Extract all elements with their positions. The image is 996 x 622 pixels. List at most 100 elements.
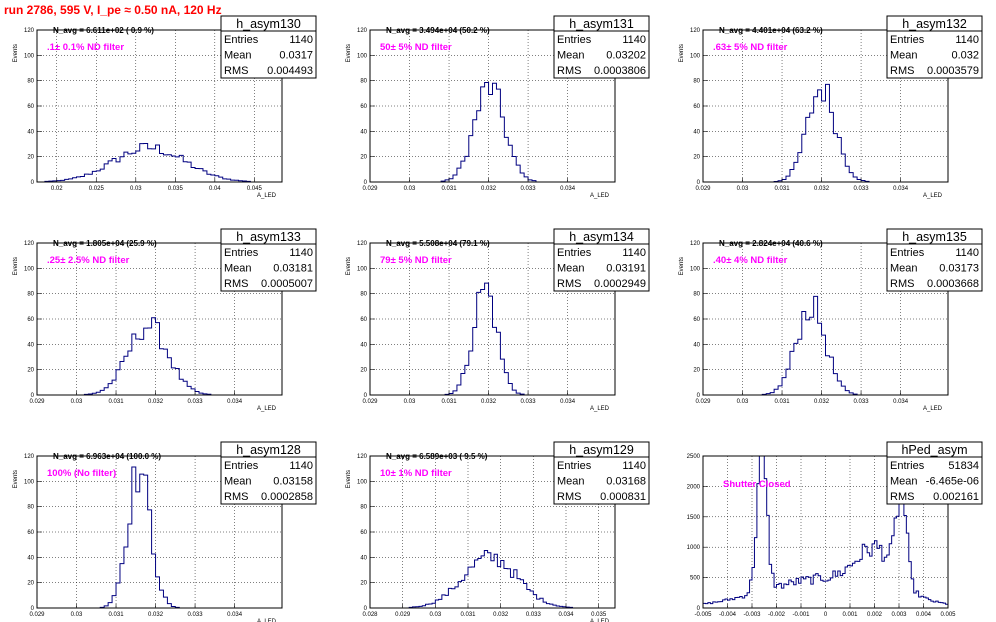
y-tick-label: 120 [357, 454, 368, 460]
stats-label-entries: Entries [224, 34, 259, 46]
x-tick-label: 0.045 [247, 186, 263, 192]
y-tick-label: 0 [31, 393, 35, 399]
stats-label-rms: RMS [890, 491, 914, 503]
navg-text: N_avg = 6.963e+04 (100.0 %) [53, 452, 161, 461]
stats-value-mean: -6.465e-06 [926, 476, 979, 488]
filter-note: .40± 4% ND filter [713, 255, 788, 266]
x-tick-label: 0.03 [404, 186, 416, 192]
y-tick-label: 20 [360, 368, 367, 374]
x-tick-label: 0.032 [481, 186, 497, 192]
stats-value-mean: 0.03191 [606, 263, 646, 275]
stats-label-rms: RMS [224, 65, 248, 77]
histogram-name: hPed_asym [901, 443, 967, 457]
histogram-panel: 0.029 0.03 0.031 0.032 0.033 0.034 0 20 40 60 80 10… [13, 441, 317, 622]
y-tick-label: 60 [360, 104, 367, 110]
stats-value-entries: 1140 [955, 34, 979, 46]
y-tick-label: 100 [690, 266, 701, 272]
stats-label-rms: RMS [557, 278, 581, 290]
run-title: run 2786, 595 V, I_pe ≈ 0.50 nA, 120 Hz [4, 3, 222, 17]
stats-value-entries: 1140 [622, 247, 646, 259]
x-tick-label: 0.033 [188, 612, 204, 618]
x-tick-label: 0.029 [395, 612, 411, 618]
y-tick-label: 60 [360, 530, 367, 536]
y-tick-label: 120 [690, 241, 701, 247]
stats-value-rms: 0.004493 [267, 65, 313, 77]
y-tick-label: 100 [690, 53, 701, 59]
navg-text: N_avg = 2.824e+04 (40.6 %) [719, 239, 823, 248]
x-tick-label: 0.002 [867, 612, 883, 618]
y-tick-label: 0 [697, 393, 701, 399]
y-tick-label: 1500 [687, 515, 701, 521]
navg-text: N_avg = 4.401e+04 (63.2 %) [719, 26, 823, 35]
x-tick-label: 0.003 [891, 612, 907, 618]
stats-value-rms: 0.0003668 [927, 278, 979, 290]
stats-label-entries: Entries [890, 34, 925, 46]
stats-label-rms: RMS [890, 278, 914, 290]
y-tick-label: 80 [360, 292, 367, 298]
stats-value-entries: 1140 [289, 460, 313, 472]
stats-value-entries: 1140 [622, 460, 646, 472]
stats-box [886, 441, 983, 505]
x-tick-label: 0.032 [148, 612, 164, 618]
stats-label-entries: Entries [224, 247, 259, 259]
histogram-panel: 0.029 0.03 0.031 0.032 0.033 0.034 0 20 40 60 80 10… [346, 15, 650, 199]
x-tick-label: 0.028 [362, 612, 378, 618]
stats-value-rms: 0.0002858 [261, 491, 313, 503]
histogram-name: h_asym128 [236, 443, 301, 457]
histogram-panel: 0.02 0.025 0.03 0.035 0.04 0.045 0 20 40 60 80 100 1… [13, 15, 317, 199]
x-tick-label: 0.035 [591, 612, 607, 618]
histogram-name: h_asym130 [236, 17, 301, 31]
stats-value-entries: 1140 [289, 34, 313, 46]
x-tick-label: 0.031 [775, 399, 791, 405]
x-tick-label: 0.033 [526, 612, 542, 618]
y-tick-label: 60 [693, 104, 700, 110]
y-tick-label: 100 [357, 479, 368, 485]
stats-label-rms: RMS [890, 65, 914, 77]
stats-value-entries: 1140 [622, 34, 646, 46]
x-tick-label: 0.029 [695, 399, 711, 405]
y-tick-label: 1000 [687, 545, 701, 551]
x-axis-label: A_LED [257, 406, 277, 412]
y-tick-label: 2500 [687, 454, 701, 460]
y-tick-label: 60 [27, 104, 34, 110]
stats-value-mean: 0.032 [951, 50, 979, 62]
stats-value-mean: 0.03173 [939, 263, 979, 275]
x-tick-label: 0.034 [558, 612, 574, 618]
y-tick-label: 40 [693, 129, 700, 135]
y-tick-label: 80 [27, 505, 34, 511]
y-tick-label: 40 [360, 555, 367, 561]
filter-note: .63± 5% ND filter [713, 42, 788, 53]
histogram-bars [702, 455, 949, 608]
y-tick-label: 40 [693, 342, 700, 348]
x-tick-label: -0.003 [743, 612, 761, 618]
x-tick-label: 0.034 [893, 186, 909, 192]
y-axis-label: Events [346, 470, 352, 488]
x-tick-label: 0.032 [481, 399, 497, 405]
y-tick-label: 0 [31, 180, 35, 186]
x-axis-label: A_LED [590, 406, 610, 412]
x-tick-label: 0.033 [521, 399, 537, 405]
x-tick-label: 0.031 [109, 612, 125, 618]
x-axis-label: A_LED [590, 193, 610, 199]
x-axis-label: A_LED [257, 193, 277, 199]
x-tick-label: 0.031 [109, 399, 125, 405]
stats-label-mean: Mean [557, 476, 585, 488]
y-tick-label: 20 [27, 155, 34, 161]
histogram-panels: 0.02 0.025 0.03 0.035 0.04 0.045 0 20 40 60 80 100 1… [13, 15, 983, 622]
stats-value-rms: 0.0005007 [261, 278, 313, 290]
stats-box [553, 15, 650, 79]
x-tick-label: 0.034 [560, 399, 576, 405]
histogram-name: h_asym133 [236, 230, 301, 244]
stats-label-rms: RMS [224, 491, 248, 503]
y-tick-label: 40 [360, 342, 367, 348]
x-tick-label: 0.025 [89, 186, 105, 192]
stats-box [553, 441, 650, 505]
histogram-name: h_asym132 [902, 17, 967, 31]
filter-note: 10± 1% ND filter [380, 468, 452, 479]
stats-value-mean: 0.03181 [273, 263, 313, 275]
histogram-panel: 0.029 0.03 0.031 0.032 0.033 0.034 0 20 40 60 80 10… [13, 228, 317, 412]
filter-note: .25± 2.5% ND filter [47, 255, 130, 266]
histogram-name: h_asym131 [569, 17, 634, 31]
stats-box [220, 441, 317, 505]
x-axis-label: A_LED [590, 619, 610, 622]
